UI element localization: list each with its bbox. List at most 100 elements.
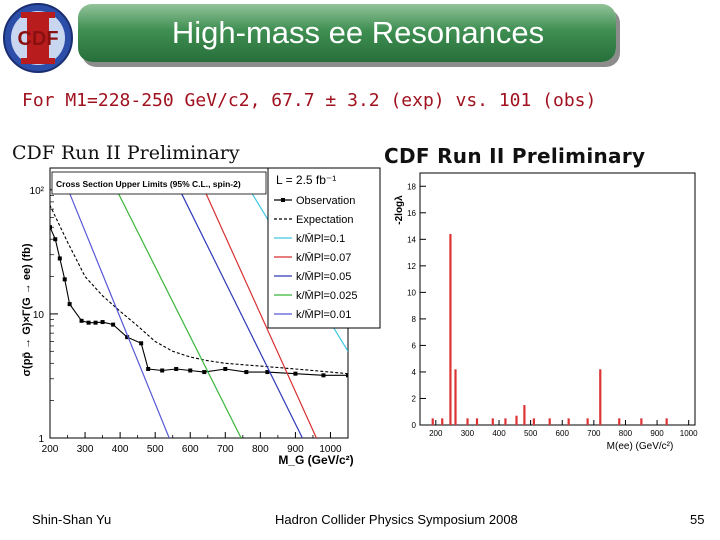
right-plot-caption: CDF Run II Preliminary <box>384 144 646 168</box>
right-x-tick-label: 700 <box>587 429 601 438</box>
observation-point <box>86 320 91 325</box>
logo-text: CDF <box>17 28 58 50</box>
left-series-line-6 <box>67 189 170 438</box>
right-x-tick-label: 1000 <box>680 429 698 438</box>
observation-point <box>57 256 62 261</box>
footer-page-number: 55 <box>690 512 705 527</box>
right-y-tick-label: 8 <box>412 315 417 324</box>
likelihood-bar <box>449 234 452 425</box>
right-y-tick-label: 16 <box>407 209 416 218</box>
observation-point <box>139 341 144 346</box>
likelihood-bar <box>441 418 444 425</box>
right-x-tick-label: 500 <box>524 429 538 438</box>
left-legend-label: k/M̄Pl=0.01 <box>296 308 351 321</box>
right-y-tick-label: 18 <box>407 182 416 191</box>
left-plot-title: Cross Section Upper Limits (95% C.L., sp… <box>56 179 241 189</box>
left-series-line-4 <box>179 189 303 438</box>
observation-point <box>293 371 298 376</box>
left-legend-marker <box>281 198 285 202</box>
footer-author: Shin-Shan Yu <box>32 512 112 527</box>
likelihood-bar <box>466 418 469 425</box>
footer-event: Hadron Collider Physics Symposium 2008 <box>275 512 518 527</box>
left-legend <box>267 167 381 329</box>
right-y-tick-label: 12 <box>407 262 416 271</box>
left-x-tick-label: 500 <box>147 444 164 455</box>
observation-point <box>53 237 58 242</box>
likelihood-bar <box>454 369 457 425</box>
left-series-line-3 <box>203 189 317 438</box>
left-x-tick-label: 600 <box>182 444 199 455</box>
likelihood-bar <box>515 415 518 425</box>
left-legend-label: k/M̄Pl=0.07 <box>296 251 351 264</box>
observation-point <box>79 318 84 323</box>
observation-point <box>346 373 348 378</box>
left-x-tick-label: 800 <box>252 444 269 455</box>
right-y-axis-label: -2logλ <box>394 195 405 225</box>
right-x-tick-label: 900 <box>650 429 664 438</box>
likelihood-bar <box>640 418 643 425</box>
right-plot-frame <box>419 172 696 426</box>
observation-point <box>111 322 116 327</box>
likelihood-bar <box>532 418 535 425</box>
left-y-tick-label: 1 <box>38 434 44 445</box>
observation-point <box>125 335 130 340</box>
likelihood-bar <box>599 369 602 425</box>
cdf-logo: CDF <box>3 3 73 73</box>
likelihood-bar <box>491 418 494 425</box>
left-x-tick-label: 300 <box>77 444 94 455</box>
log-likelihood-chart: 200 300 400 500 600 700 800 900 1000 0 2 4 6 8 10 12 14 1… <box>394 172 698 452</box>
right-x-tick-label: 200 <box>429 429 443 438</box>
observation-point <box>39 215 43 219</box>
left-x-axis-label: M_G (GeV/c²) <box>278 453 353 467</box>
left-legend-label: Observation <box>296 195 355 207</box>
observation-point <box>223 366 228 371</box>
left-legend-label: Expectation <box>296 214 353 226</box>
right-x-tick-label: 400 <box>492 429 506 438</box>
left-legend-label: k/M̄Pl=0.025 <box>296 289 357 302</box>
right-x-axis-label: M(ee) (GeV/c²) <box>607 441 674 452</box>
likelihood-bar <box>548 418 551 425</box>
left-x-tick-label: 1000 <box>319 444 342 455</box>
likelihood-bar <box>567 418 570 425</box>
left-y-axis-label: σ(pp̄ → G)×Γ(G → ee) (fb) <box>21 243 33 376</box>
left-legend-label: k/M̄Pl=0.05 <box>296 270 351 283</box>
likelihood-bar <box>665 418 668 425</box>
observation-point <box>265 370 270 375</box>
left-x-tick-label: 200 <box>42 444 59 455</box>
likelihood-bar <box>475 418 479 425</box>
cross-section-limit-chart: 200 300 400 500 600 700 800 900 1000 1 10 10² σ(pp̄… <box>21 167 381 467</box>
observation-point <box>321 373 326 378</box>
title-bar <box>78 4 616 62</box>
left-x-tick-label: 700 <box>217 444 234 455</box>
left-y-tick-label: 10 <box>33 310 45 321</box>
likelihood-bar <box>504 418 507 425</box>
observation-point <box>188 368 193 373</box>
observation-point <box>100 320 105 325</box>
right-y-tick-label: 2 <box>412 394 417 403</box>
observation-point <box>62 277 67 282</box>
observation-point <box>67 302 72 307</box>
left-y-tick-label: 10² <box>30 186 45 197</box>
observation-point <box>244 370 249 375</box>
likelihood-bar <box>618 418 621 425</box>
left-series-line-5 <box>116 189 242 438</box>
right-x-tick-label: 300 <box>461 429 475 438</box>
left-x-tick-label: 900 <box>287 444 304 455</box>
right-y-tick-label: 14 <box>407 235 416 244</box>
observation-point <box>174 366 179 371</box>
likelihood-bar <box>431 418 434 425</box>
slide-subtitle: For M1=228-250 GeV/c2, 67.7 ± 3.2 (exp) … <box>22 90 597 111</box>
left-plot-title-box <box>51 171 267 195</box>
left-series-line-0 <box>50 226 348 376</box>
observation-point <box>93 320 98 325</box>
left-x-tick-label: 400 <box>112 444 129 455</box>
likelihood-bar <box>586 418 589 425</box>
right-y-tick-label: 0 <box>412 421 417 430</box>
slide-title: High-mass ee Resonances <box>171 15 545 50</box>
right-y-tick-label: 10 <box>407 288 416 297</box>
likelihood-bar <box>523 405 526 425</box>
right-x-tick-label: 800 <box>619 429 633 438</box>
left-legend-header: L = 2.5 fb⁻¹ <box>276 173 336 187</box>
left-legend-label: k/M̄Pl=0.1 <box>296 232 345 245</box>
observation-point <box>160 368 165 373</box>
